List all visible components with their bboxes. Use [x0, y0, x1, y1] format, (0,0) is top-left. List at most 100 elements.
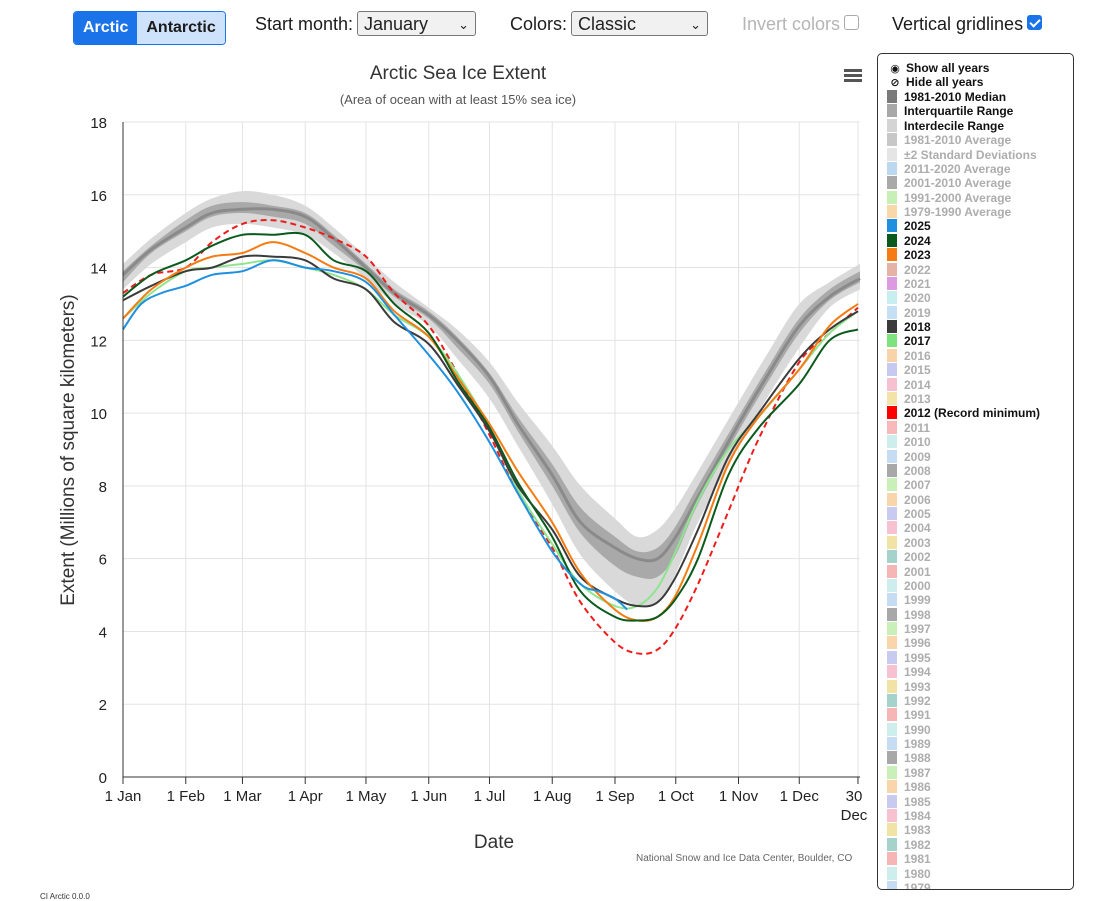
- legend-label: 2020: [904, 291, 931, 305]
- legend-label: 2024: [904, 234, 931, 248]
- legend-swatch: [887, 593, 897, 606]
- x-tick-label: 30 Dec: [841, 788, 868, 824]
- vertical-gridlines-label: Vertical gridlines: [892, 14, 1023, 35]
- legend-swatch: [887, 852, 897, 865]
- legend-label: Interquartile Range: [904, 104, 1013, 118]
- legend-swatch: [887, 90, 897, 103]
- legend-swatch: [887, 191, 897, 204]
- legend-label: 2014: [904, 378, 931, 392]
- x-tick-label: 1 May: [346, 788, 387, 805]
- legend-label: 1991: [904, 708, 931, 722]
- legend-swatch: [887, 579, 897, 592]
- legend-swatch: [887, 751, 897, 764]
- legend-swatch: [887, 421, 897, 434]
- y-tick-label: 8: [99, 479, 107, 496]
- legend-swatch: [887, 248, 897, 261]
- legend-swatch: [887, 536, 897, 549]
- sea-ice-chart: Arctic Sea Ice Extent (Area of ocean wit…: [0, 50, 870, 870]
- legend-label: 1981: [904, 852, 931, 866]
- start-month-value: January: [364, 14, 428, 34]
- legend-swatch: [887, 291, 897, 304]
- x-axis-title: Date: [474, 832, 514, 853]
- legend-swatch: [887, 881, 897, 890]
- legend-label: 1990: [904, 723, 931, 737]
- legend-swatch: [887, 780, 897, 793]
- legend-label: 2004: [904, 521, 931, 535]
- legend-label: 2018: [904, 320, 931, 334]
- legend-swatch: [887, 334, 897, 347]
- legend-label: 2001: [904, 565, 931, 579]
- legend-label: 2011-2020 Average: [904, 162, 1011, 176]
- x-tick-label: 1 Jul: [474, 788, 506, 805]
- colors-label: Colors:: [510, 14, 567, 35]
- series-line-2012-record-minimum[interactable]: [123, 220, 858, 654]
- invert-colors-label: Invert colors: [742, 14, 840, 35]
- x-tick-label: 1 Jun: [410, 788, 447, 805]
- legend-swatch: [887, 651, 897, 664]
- legend-swatch: [887, 708, 897, 721]
- legend-label: 1979-1990 Average: [904, 205, 1011, 219]
- legend-swatch: [887, 795, 897, 808]
- hide-all-years-button[interactable]: ⊘ Hide all years: [888, 75, 983, 89]
- legend-swatch: [887, 867, 897, 880]
- chart-menu-icon[interactable]: [844, 69, 862, 83]
- legend-label: 1987: [904, 766, 931, 780]
- legend-swatch: [887, 406, 897, 419]
- legend-label: 1982: [904, 838, 931, 852]
- eye-icon: ◉: [888, 62, 902, 75]
- toolbar: Arctic Antarctic Start month: January ⌄ …: [0, 0, 1098, 50]
- legend-swatch: [887, 622, 897, 635]
- show-all-years-button[interactable]: ◉ Show all years: [888, 61, 989, 75]
- legend-swatch: [887, 133, 897, 146]
- legend-swatch: [887, 234, 897, 247]
- x-tick-label: 1 Dec: [780, 788, 820, 805]
- legend-label: 1994: [904, 665, 931, 679]
- vertical-gridlines-checkbox[interactable]: [1027, 15, 1042, 30]
- legend-label: 2006: [904, 493, 931, 507]
- start-month-select[interactable]: January ⌄: [357, 11, 476, 36]
- arctic-button[interactable]: Arctic: [74, 12, 137, 44]
- legend-label: 1984: [904, 809, 931, 823]
- legend-label: 2013: [904, 392, 931, 406]
- y-tick-label: 16: [90, 188, 107, 205]
- invert-colors-checkbox[interactable]: [844, 15, 859, 30]
- legend-label: 1996: [904, 636, 931, 650]
- legend-label: 2025: [904, 219, 931, 233]
- legend-label: 2005: [904, 507, 931, 521]
- colors-select[interactable]: Classic ⌄: [571, 11, 708, 36]
- legend-label: 1988: [904, 751, 931, 765]
- legend-label: 1989: [904, 737, 931, 751]
- legend-swatch: [887, 148, 897, 161]
- start-month-label: Start month:: [255, 14, 353, 35]
- x-tick-label: 1 Oct: [658, 788, 695, 805]
- legend-swatch: [887, 205, 897, 218]
- y-tick-label: 18: [90, 115, 107, 132]
- chart-credit: National Snow and Ice Data Center, Bould…: [636, 853, 852, 864]
- legend-label: 2019: [904, 306, 931, 320]
- legend-swatch: [887, 119, 897, 132]
- antarctic-button[interactable]: Antarctic: [137, 12, 224, 44]
- x-tick-label: 1 Jan: [105, 788, 142, 805]
- chart-title: Arctic Sea Ice Extent: [370, 63, 547, 84]
- chevron-down-icon: ⌄: [458, 12, 469, 37]
- legend-swatch: [887, 565, 897, 578]
- legend-swatch: [887, 838, 897, 851]
- legend-label: 2010: [904, 435, 931, 449]
- legend-label: 2017: [904, 334, 931, 348]
- legend-swatch: [887, 306, 897, 319]
- legend-swatch: [887, 176, 897, 189]
- legend-swatch: [887, 219, 897, 232]
- legend-swatch: [887, 349, 897, 362]
- legend-swatch: [887, 104, 897, 117]
- y-tick-label: 10: [90, 406, 107, 423]
- x-tick-label: 1 Aug: [533, 788, 571, 805]
- legend-swatch: [887, 550, 897, 563]
- chart-subtitle: (Area of ocean with at least 15% sea ice…: [340, 92, 576, 107]
- hide-all-label: Hide all years: [906, 75, 983, 89]
- legend-swatch: [887, 680, 897, 693]
- legend-label: 2000: [904, 579, 931, 593]
- series-line-2025[interactable]: [123, 260, 627, 609]
- legend-panel: ◉ Show all years ⊘ Hide all years 1981-201…: [877, 53, 1074, 890]
- legend-label: 1991-2000 Average: [904, 191, 1011, 205]
- legend-label: 1981-2010 Median: [904, 90, 1006, 104]
